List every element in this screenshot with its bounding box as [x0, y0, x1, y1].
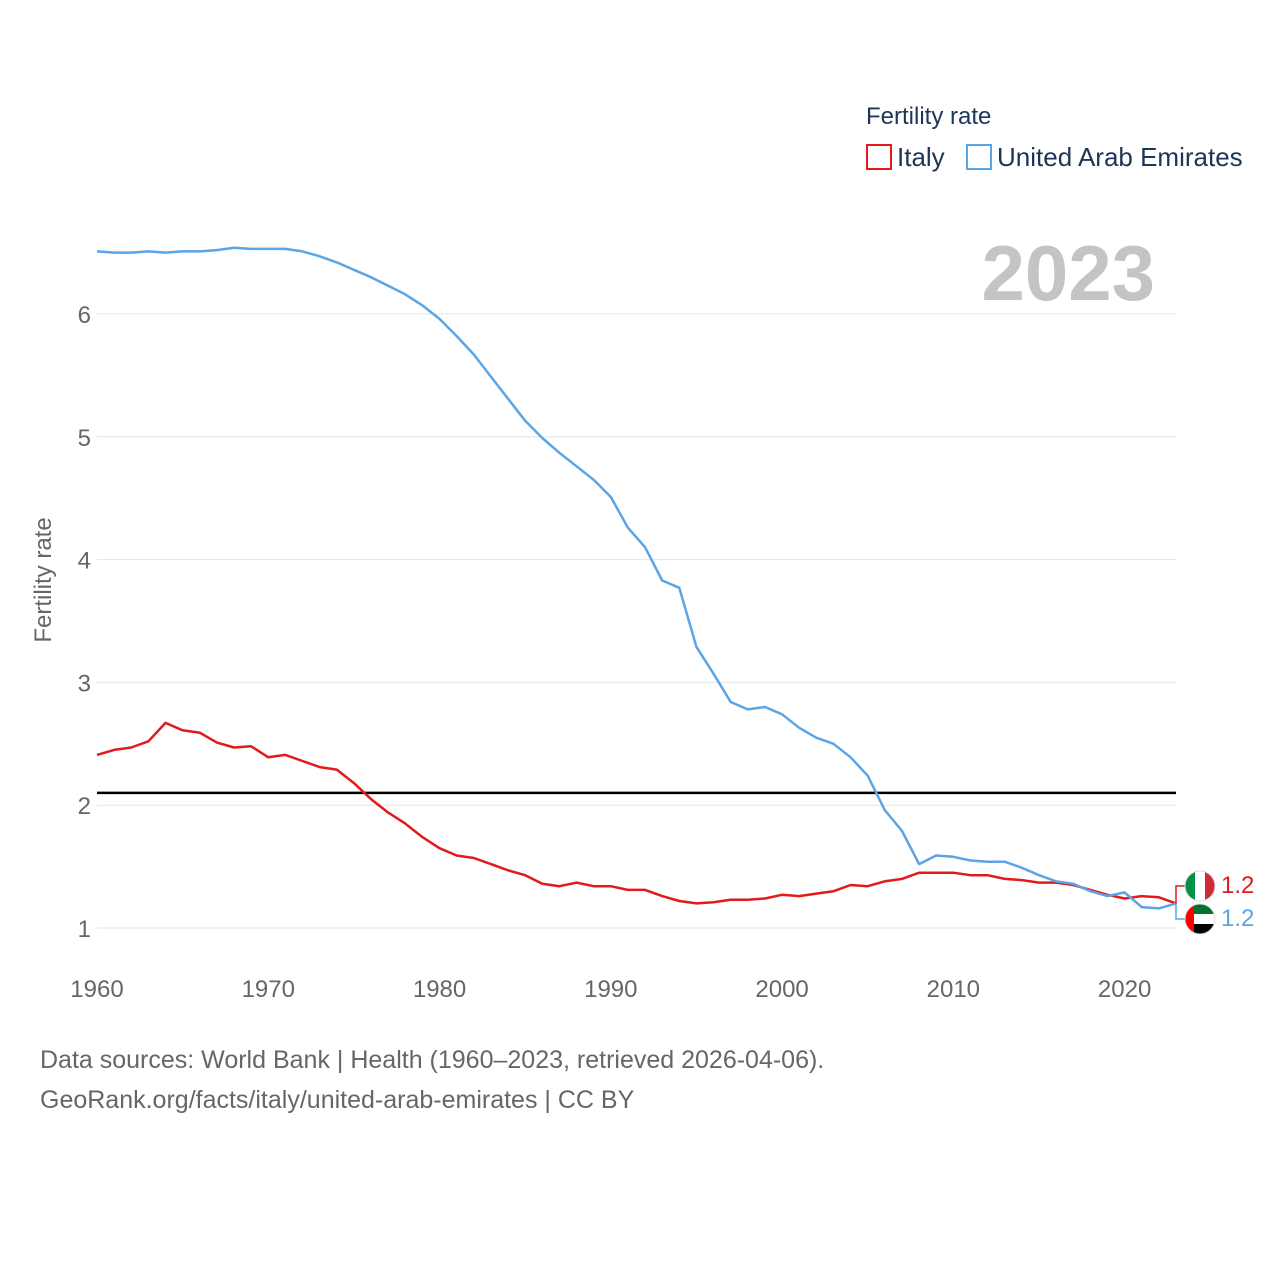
series-lines: [96, 246, 1177, 910]
x-tick-label: 2020: [1098, 976, 1151, 1003]
legend-swatch-uae: [966, 144, 992, 170]
y-tick-label: 4: [78, 548, 91, 575]
legend-label-uae: United Arab Emirates: [997, 142, 1243, 172]
fertility-rate-chart: 1960 1970 1980 1990 2000 2010 2020 1 2 3 4 5 6 2023…: [30, 103, 1254, 1003]
footer-attribution[interactable]: GeoRank.org/facts/italy/united-arab-emir…: [40, 1086, 635, 1114]
y-axis-title: Fertility rate: [30, 517, 57, 642]
legend-label-italy: Italy: [897, 142, 945, 172]
legend: Fertility rate Italy United Arab Emirate…: [866, 103, 1243, 172]
y-tick-label: 3: [78, 670, 91, 697]
series-line-united-arab-emirates[interactable]: [96, 246, 1177, 910]
footer-sources: Data sources: World Bank | Health (1960–…: [40, 1046, 825, 1074]
legend-swatch-italy: [866, 144, 892, 170]
series-line-italy[interactable]: [96, 721, 1177, 905]
connector-uae: [1175, 903, 1185, 920]
legend-item-italy[interactable]: Italy: [866, 142, 945, 172]
y-tick-label: 2: [78, 793, 91, 820]
end-label-uae: 1.2: [1221, 905, 1254, 932]
y-tick-label: 6: [78, 302, 91, 329]
x-tick-label: 1960: [70, 976, 123, 1003]
x-tick-label: 1990: [584, 976, 637, 1003]
x-tick-label: 1980: [413, 976, 466, 1003]
y-axis-ticks: 1 2 3 4 5 6: [78, 302, 91, 943]
x-tick-label: 2000: [755, 976, 808, 1003]
x-axis-ticks: 1960 1970 1980 1990 2000 2010 2020: [70, 976, 1151, 1003]
end-label-italy: 1.2: [1221, 872, 1254, 899]
italy-flag-icon: [1184, 870, 1216, 902]
legend-title: Fertility rate: [866, 103, 991, 130]
y-tick-label: 1: [78, 916, 91, 943]
y-tick-label: 5: [78, 425, 91, 452]
gridlines: [97, 313, 1176, 929]
x-tick-label: 2010: [927, 976, 980, 1003]
uae-flag-icon: [1184, 903, 1216, 935]
year-label: 2023: [981, 229, 1155, 317]
x-tick-label: 1970: [242, 976, 295, 1003]
connector-italy: [1175, 885, 1185, 904]
end-labels: 1.2 1.2: [1175, 870, 1254, 935]
legend-item-uae[interactable]: United Arab Emirates: [966, 142, 1243, 172]
